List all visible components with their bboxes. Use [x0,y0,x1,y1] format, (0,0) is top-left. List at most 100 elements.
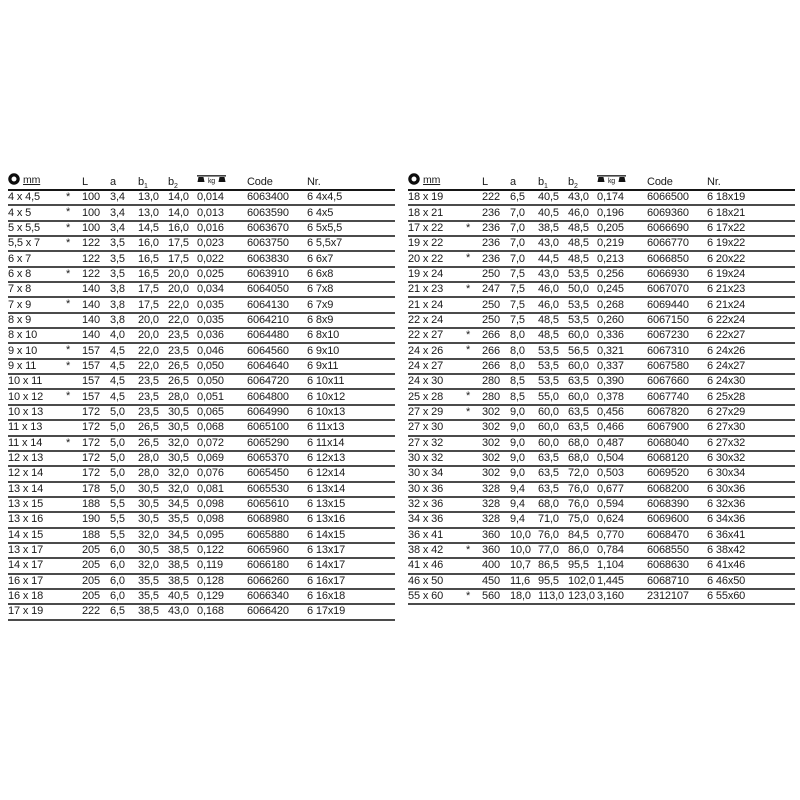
a-cell: 8,0 [510,328,539,345]
table-row: 4 x 4,5 * 100 3,4 13,0 14,0 0,014 6063400 6 4x4,… [8,190,396,207]
b2-cell: 60,0 [568,389,598,406]
a-cell: 8,0 [510,343,539,360]
b2-cell: 28,0 [168,389,198,406]
weight-cell: 0,260 [597,312,648,330]
ring-spanner-icon [408,173,420,188]
header-row: mm L a b1 b2 kg Code Nr. [8,172,396,191]
star-marker [466,435,483,452]
star-marker [66,282,83,299]
table-row: 4 x 5 * 100 3,4 13,0 14,0 0,013 6063590 6 4x5 [8,205,396,222]
table-row: 27 x 30 302 9,0 60,0 63,5 0,466 6067900 6 27x30 [408,420,796,437]
b1-cell: 28,0 [138,466,169,483]
b2-cell: 63,5 [568,420,598,437]
weight-cell: 1,445 [597,573,648,590]
code-cell: 6065960 [247,542,308,560]
b1-cell: 77,0 [538,542,569,560]
size-cell: 11 x 13 [8,420,66,437]
nr-cell: 6 38x42 [707,542,796,560]
star-marker: * [66,236,83,253]
star-marker: * [466,389,483,406]
nr-cell: 6 6x8 [307,266,396,284]
weight-kg-icon: kg [597,174,627,188]
nr-cell: 6 10x12 [307,389,396,406]
length-column-header: L [82,172,111,191]
nr-cell: 6 5x5,5 [307,220,396,238]
nr-cell: 6 8x10 [307,328,396,345]
length-cell: 172 [82,450,111,468]
length-cell: 140 [82,297,111,314]
code-cell: 6068710 [647,573,708,590]
weight-cell: 0,069 [197,450,248,468]
length-cell: 250 [482,312,511,330]
weight-cell: 0,016 [197,220,248,238]
size-cell: 20 x 22 [408,251,467,268]
a-cell: 9,4 [510,481,539,498]
a-cell: 5,0 [110,481,139,498]
a-cell: 9,0 [510,404,539,422]
b1-cell: 76,0 [538,527,569,544]
nr-cell: 6 30x36 [707,481,796,498]
a-cell: 3,4 [110,205,139,222]
a-cell: 5,0 [110,404,139,422]
length-cell: 222 [482,190,511,207]
spec-table-right: mm L a b1 b2 kg Code Nr. 18 x 19 222 6,5 40… [408,172,796,606]
table-row: 41 x 46 400 10,7 86,5 95,5 1,104 6068630 6 41x4… [408,558,796,575]
table-row: 24 x 26 * 266 8,0 53,5 56,5 0,321 6067310 6 24x2… [408,343,796,360]
code-cell: 6063830 [247,251,308,268]
weight-cell: 0,784 [597,542,648,560]
star-marker [66,604,83,621]
b1-cell: 95,5 [538,573,569,590]
b1-cell: 38,5 [138,604,169,621]
nr-cell: 6 8x9 [307,312,396,330]
a-column-header: a [510,172,539,191]
nr-cell: 6 17x22 [707,220,796,238]
star-marker [66,420,83,437]
star-marker: * [66,220,83,238]
b2-cell: 72,0 [568,466,598,483]
size-cell: 14 x 15 [8,527,66,544]
nr-cell: 6 30x32 [707,450,796,468]
table-row: 27 x 29 * 302 9,0 60,0 63,5 0,456 6067820 6 27x2… [408,404,796,422]
table-row: 34 x 36 328 9,4 71,0 75,0 0,624 6069600 6 34x36 [408,512,796,529]
table-row: 6 x 7 122 3,5 16,5 17,5 0,022 6063830 6 6x7 [8,251,396,268]
nr-cell: 6 11x13 [307,420,396,437]
b1-cell: 30,5 [138,496,169,514]
size-cell: 7 x 9 [8,297,66,314]
weight-cell: 0,081 [197,481,248,498]
code-cell: 6063590 [247,205,308,222]
b1-cell: 17,5 [138,297,169,314]
star-marker: * [466,542,483,560]
nr-cell: 6 21x23 [707,282,796,299]
weight-cell: 0,336 [597,328,648,345]
b2-cell: 43,0 [168,604,198,621]
weight-cell: 0,256 [597,266,648,284]
star-marker [466,481,483,498]
table-row: 13 x 17 205 6,0 30,5 38,5 0,122 6065960 6 13x17 [8,542,396,560]
nr-cell: 6 24x27 [707,358,796,376]
b2-column-header: b2 [168,172,198,191]
b1-cell: 23,5 [138,404,169,422]
size-cell: 21 x 24 [408,297,467,314]
length-cell: 122 [82,251,111,268]
b1-cell: 13,0 [138,190,169,207]
ring-spanner-icon [8,173,20,188]
star-marker: * [466,588,483,606]
b2-cell: 20,0 [168,266,198,284]
a-cell: 9,4 [510,496,539,514]
nr-cell: 6 20x22 [707,251,796,268]
weight-cell: 0,023 [197,236,248,253]
a-cell: 7,5 [510,297,539,314]
a-cell: 5,0 [110,435,139,452]
code-cell: 6067230 [647,328,708,345]
b1-cell: 48,5 [538,328,569,345]
star-marker: * [66,297,83,314]
length-cell: 122 [82,266,111,284]
nr-cell: 6 13x15 [307,496,396,514]
table-row: 7 x 8 140 3,8 17,5 20,0 0,034 6064050 6 7x8 [8,282,396,299]
length-cell: 302 [482,450,511,468]
star-marker [66,481,83,498]
table-row: 22 x 27 * 266 8,0 48,5 60,0 0,336 6067230 6 22x2… [408,328,796,345]
a-cell: 3,4 [110,220,139,238]
nr-cell: 6 6x7 [307,251,396,268]
